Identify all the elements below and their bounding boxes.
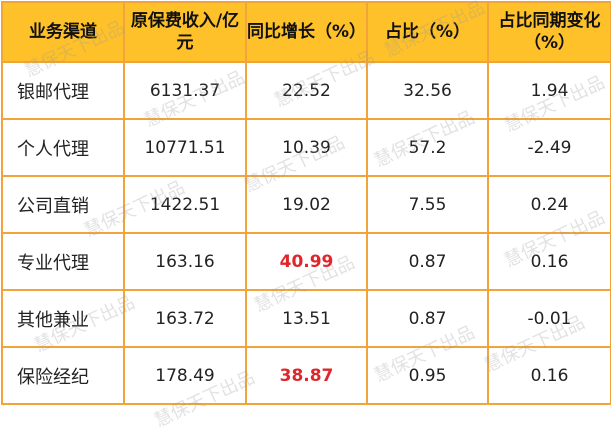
cell-growth: 10.39 xyxy=(245,118,368,177)
cell-growth: 38.87 xyxy=(245,346,368,405)
cell-growth: 40.99 xyxy=(245,232,368,291)
cell-channel: 保险经纪 xyxy=(1,346,125,405)
cell-share: 57.2 xyxy=(366,118,489,177)
cell-channel: 银邮代理 xyxy=(1,61,125,120)
cell-share: 0.87 xyxy=(366,289,489,348)
cell-share: 32.56 xyxy=(366,61,489,120)
header-channel: 业务渠道 xyxy=(1,1,125,63)
table-row: 个人代理 10771.51 10.39 57.2 -2.49 xyxy=(1,118,611,177)
cell-share-change: -0.01 xyxy=(487,289,611,348)
cell-channel: 公司直销 xyxy=(1,175,125,234)
cell-premium: 1422.51 xyxy=(123,175,247,234)
cell-share: 7.55 xyxy=(366,175,489,234)
header-row: 业务渠道 原保费收入/亿元 同比增长（%） 占比（%） 占比同期变化（%） xyxy=(1,1,611,63)
table-row: 专业代理 163.16 40.99 0.87 0.16 xyxy=(1,232,611,291)
cell-share-change: 0.16 xyxy=(487,346,611,405)
header-share-change: 占比同期变化（%） xyxy=(487,1,611,63)
cell-growth: 13.51 xyxy=(245,289,368,348)
cell-premium: 6131.37 xyxy=(123,61,247,120)
cell-channel: 其他兼业 xyxy=(1,289,125,348)
channel-premium-table: 业务渠道 原保费收入/亿元 同比增长（%） 占比（%） 占比同期变化（%） 银邮… xyxy=(1,1,611,405)
table-row: 保险经纪 178.49 38.87 0.95 0.16 xyxy=(1,346,611,405)
cell-premium: 178.49 xyxy=(123,346,247,405)
cell-premium: 163.72 xyxy=(123,289,247,348)
cell-share: 0.95 xyxy=(366,346,489,405)
cell-premium: 163.16 xyxy=(123,232,247,291)
cell-channel: 个人代理 xyxy=(1,118,125,177)
cell-share-change: -2.49 xyxy=(487,118,611,177)
cell-share: 0.87 xyxy=(366,232,489,291)
cell-growth: 22.52 xyxy=(245,61,368,120)
header-share: 占比（%） xyxy=(366,1,489,63)
cell-share-change: 0.16 xyxy=(487,232,611,291)
table-row: 银邮代理 6131.37 22.52 32.56 1.94 xyxy=(1,61,611,120)
cell-share-change: 0.24 xyxy=(487,175,611,234)
cell-share-change: 1.94 xyxy=(487,61,611,120)
cell-channel: 专业代理 xyxy=(1,232,125,291)
header-growth: 同比增长（%） xyxy=(245,1,368,63)
header-premium: 原保费收入/亿元 xyxy=(123,1,247,63)
cell-growth: 19.02 xyxy=(245,175,368,234)
cell-premium: 10771.51 xyxy=(123,118,247,177)
table-row: 其他兼业 163.72 13.51 0.87 -0.01 xyxy=(1,289,611,348)
table-row: 公司直销 1422.51 19.02 7.55 0.24 xyxy=(1,175,611,234)
